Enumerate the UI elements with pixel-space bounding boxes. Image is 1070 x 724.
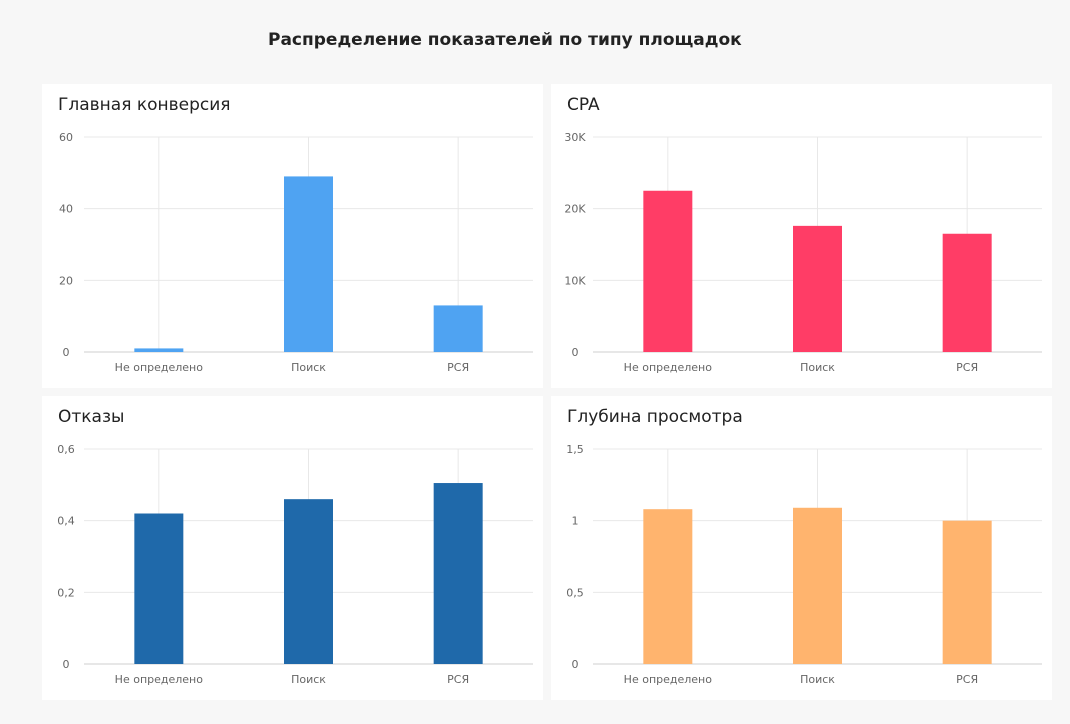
x-tick-label: Не определено (624, 361, 713, 374)
y-tick-label: 1,5 (566, 443, 584, 456)
y-tick-label: 0 (63, 658, 70, 671)
y-tick-label: 30K (564, 131, 586, 144)
x-tick-label: РСЯ (447, 361, 469, 374)
page-title: Распределение показателей по типу площад… (268, 30, 742, 50)
x-tick-label: Не определено (115, 673, 204, 686)
bar-chart: 0 0,5 1 1,5 Не определено Поиск РСЯ (566, 443, 1042, 686)
chart-title: Глубина просмотра (567, 407, 743, 427)
bar[interactable] (134, 513, 184, 665)
y-tick-label: 20 (59, 274, 73, 287)
y-tick-label: 0,4 (57, 515, 75, 528)
y-tick-label: 1 (572, 515, 579, 528)
bar[interactable] (643, 190, 693, 352)
y-tick-label: 60 (59, 131, 73, 144)
x-tick-label: РСЯ (447, 673, 469, 686)
y-tick-label: 10K (564, 274, 586, 287)
chart-title: Главная конверсия (58, 95, 231, 115)
bar-chart: 0 20 40 60 Не определено Поиск РСЯ (59, 131, 533, 374)
x-tick-label: Поиск (291, 361, 326, 374)
x-tick-label: Не определено (624, 673, 713, 686)
bar[interactable] (284, 499, 333, 664)
y-tick-label: 20K (564, 203, 586, 216)
bar[interactable] (433, 483, 483, 664)
bar[interactable] (134, 348, 184, 352)
chart-title: Отказы (58, 407, 125, 427)
bar[interactable] (433, 305, 483, 352)
x-tick-label: РСЯ (956, 361, 978, 374)
y-tick-label: 0,5 (566, 586, 584, 599)
y-tick-label: 40 (59, 203, 73, 216)
bar[interactable] (942, 520, 992, 664)
x-tick-label: РСЯ (956, 673, 978, 686)
bar[interactable] (284, 176, 333, 352)
bar-chart: 0 0,2 0,4 0,6 Не определено Поиск РСЯ (57, 443, 533, 686)
x-tick-label: Поиск (800, 673, 835, 686)
x-tick-label: Поиск (291, 673, 326, 686)
bar[interactable] (643, 509, 693, 664)
chart-panel-view-depth: Глубина просмотра 0 0,5 1 1,5 Не определено П… (551, 396, 1052, 700)
y-tick-label: 0 (63, 346, 70, 359)
chart-panel-cpa: CPA 0 10K 20K 30K Не определено Поиск РСЯ (551, 84, 1052, 388)
x-tick-label: Поиск (800, 361, 835, 374)
y-tick-label: 0,6 (57, 443, 75, 456)
x-tick-label: Не определено (115, 361, 204, 374)
chart-title: CPA (567, 95, 600, 115)
chart-panel-main-conversion: Главная конверсия 0 20 40 60 Не определено По… (42, 84, 543, 388)
y-tick-label: 0 (572, 346, 579, 359)
y-tick-label: 0,2 (57, 586, 75, 599)
chart-panel-bounces: Отказы 0 0,2 0,4 0,6 Не определено Поиск РСЯ (42, 396, 543, 700)
bar[interactable] (793, 225, 842, 352)
bar[interactable] (942, 233, 992, 352)
bar-chart: 0 10K 20K 30K Не определено Поиск РСЯ (564, 131, 1042, 374)
y-tick-label: 0 (572, 658, 579, 671)
bar[interactable] (793, 507, 842, 664)
